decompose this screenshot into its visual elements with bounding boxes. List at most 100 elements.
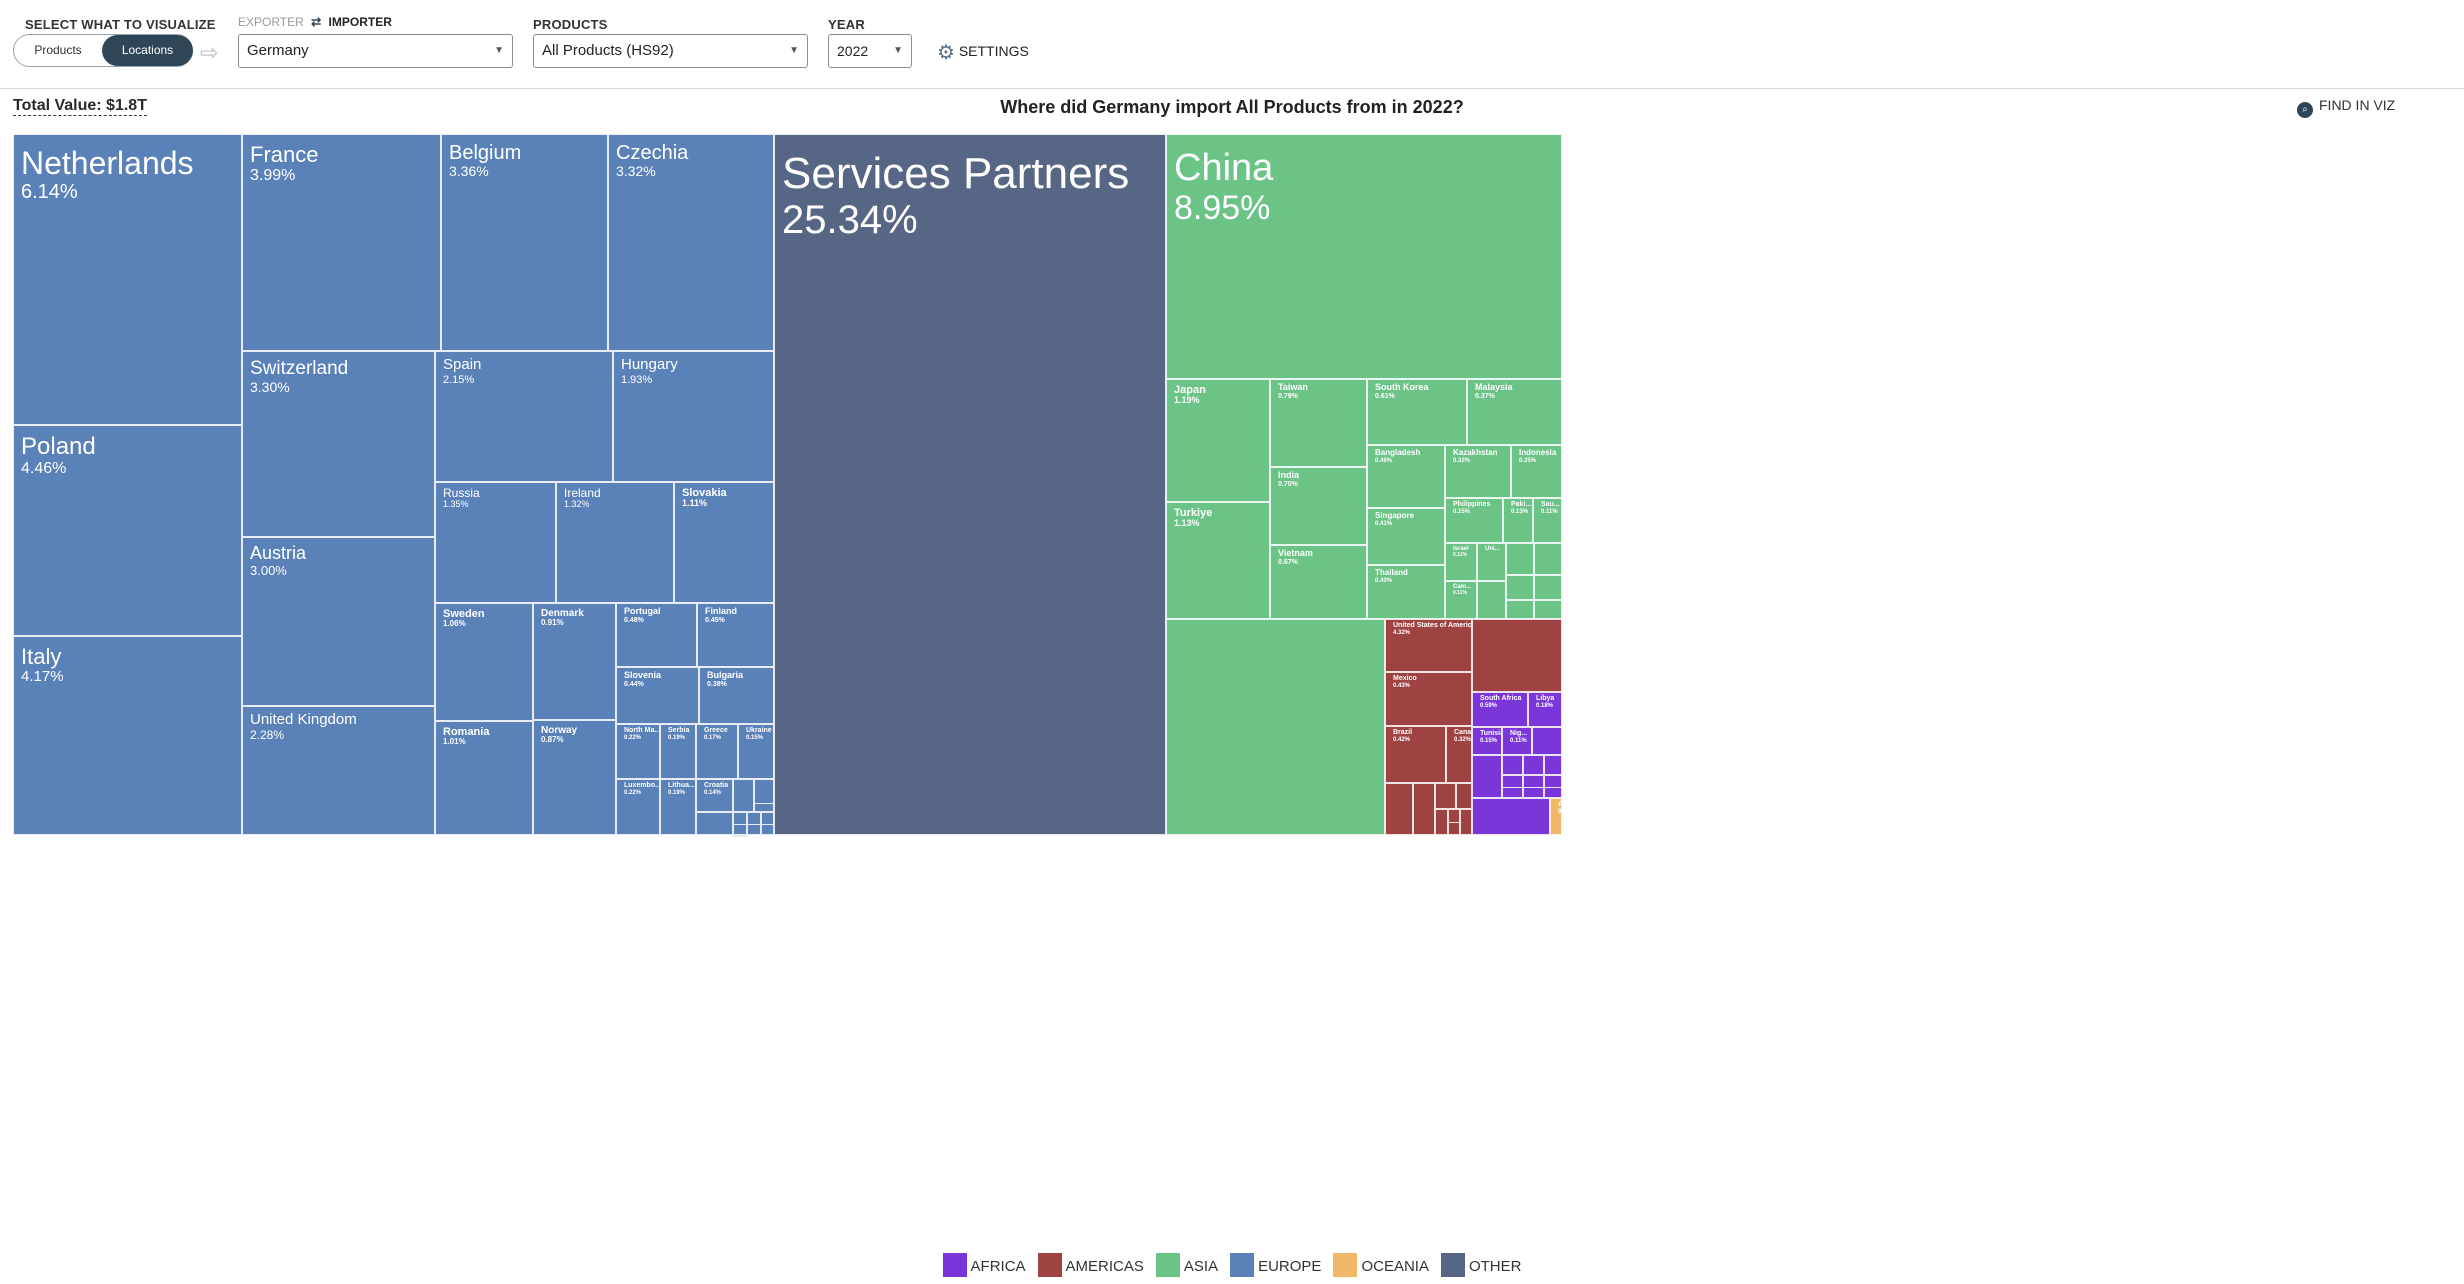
- tile-minor[interactable]: [1532, 727, 1562, 755]
- legend-item-europe[interactable]: EUROPE: [1230, 1253, 1321, 1277]
- tile-singapore[interactable]: Singapore 0.41%: [1367, 508, 1445, 565]
- tile-brazil[interactable]: Brazil 0.42%: [1385, 726, 1446, 783]
- tile-minor[interactable]: [733, 824, 747, 835]
- tile-minor[interactable]: [1544, 787, 1562, 798]
- tile-belgium[interactable]: Belgium 3.36%: [441, 134, 608, 351]
- tile-switzerland[interactable]: Switzerland 3.30%: [242, 351, 435, 537]
- tile-norway[interactable]: Norway 0.87%: [533, 720, 616, 835]
- tile-hungary[interactable]: Hungary 1.93%: [613, 351, 774, 482]
- tile-united-kingdom[interactable]: United Kingdom 2.28%: [242, 706, 435, 835]
- tile-nig[interactable]: Nig... 0.11%: [1502, 727, 1532, 755]
- country-select[interactable]: Germany ▼: [238, 34, 513, 68]
- tile-ukraine[interactable]: Ukraine 0.15%: [738, 724, 774, 779]
- products-select[interactable]: All Products (HS92) ▼: [533, 34, 808, 68]
- tile-paki[interactable]: Paki... 0.13%: [1503, 498, 1533, 543]
- tile-slovenia[interactable]: Slovenia 0.44%: [616, 667, 699, 724]
- tile-netherlands[interactable]: Netherlands 6.14%: [13, 134, 242, 425]
- tile-greece[interactable]: Greece 0.17%: [696, 724, 738, 779]
- tile-malaysia[interactable]: Malaysia 0.37%: [1467, 379, 1562, 445]
- tile-ireland[interactable]: Ireland 1.32%: [556, 482, 674, 603]
- legend-item-asia[interactable]: ASIA: [1155, 1253, 1218, 1277]
- tile-minor[interactable]: [1506, 543, 1534, 575]
- tile-minor[interactable]: [1472, 619, 1562, 692]
- tile-tunisia[interactable]: Tunisia 0.15%: [1472, 727, 1502, 755]
- tile-minor[interactable]: [761, 824, 774, 835]
- tile-israel[interactable]: Israel 0.12%: [1445, 543, 1477, 581]
- tile-minor[interactable]: [754, 803, 774, 812]
- tile-minor[interactable]: [1502, 787, 1523, 798]
- tile-vietnam[interactable]: Vietnam 0.67%: [1270, 545, 1367, 619]
- tile-denmark[interactable]: Denmark 0.91%: [533, 603, 616, 720]
- tile-minor[interactable]: [1460, 809, 1472, 835]
- tile-minor[interactable]: [1534, 600, 1562, 619]
- tile-sau[interactable]: Sau... 0.11%: [1533, 498, 1562, 543]
- tile-minor[interactable]: [1435, 783, 1456, 809]
- tile-minor[interactable]: [1534, 543, 1562, 575]
- tile-minor[interactable]: [1472, 798, 1550, 835]
- tile-russia[interactable]: Russia 1.35%: [435, 482, 556, 603]
- tile-minor[interactable]: [1523, 787, 1544, 798]
- tile-uni[interactable]: Uni...: [1477, 543, 1506, 581]
- tile-italy[interactable]: Italy 4.17%: [13, 636, 242, 835]
- tile-mexico[interactable]: Mexico 0.43%: [1385, 672, 1472, 726]
- tile-taiwan[interactable]: Taiwan 0.79%: [1270, 379, 1367, 467]
- tile-minor[interactable]: [1544, 755, 1562, 775]
- tile-minor[interactable]: [1523, 755, 1544, 775]
- tile-bulgaria[interactable]: Bulgaria 0.38%: [699, 667, 774, 724]
- legend-item-americas[interactable]: AMERICAS: [1037, 1253, 1144, 1277]
- tile-south-africa[interactable]: South Africa 0.59%: [1472, 692, 1528, 727]
- tile-lithua[interactable]: Lithua... 0.19%: [660, 779, 696, 835]
- tile-north-ma[interactable]: North Ma... 0.22%: [616, 724, 660, 779]
- tile-thailand[interactable]: Thailand 0.40%: [1367, 565, 1445, 619]
- tile-minor[interactable]: [1477, 581, 1506, 619]
- tile-serbia[interactable]: Serbia 0.19%: [660, 724, 696, 779]
- legend-item-africa[interactable]: AFRICA: [942, 1253, 1026, 1277]
- tile-libya[interactable]: Libya 0.18%: [1528, 692, 1562, 727]
- find-in-viz-button[interactable]: ⌕ FIND IN VIZ: [2297, 97, 2395, 118]
- tile-minor[interactable]: [1534, 575, 1562, 600]
- settings-button[interactable]: ⚙ SETTINGS: [937, 40, 1029, 65]
- tile-minor[interactable]: [696, 812, 733, 835]
- tile-minor[interactable]: [1506, 600, 1534, 619]
- tile-turkiye[interactable]: Turkiye 1.13%: [1166, 502, 1270, 619]
- tile-canada[interactable]: Canada0.32%: [1446, 726, 1472, 783]
- tile-united-states-of-america[interactable]: United States of America 4.32%: [1385, 619, 1472, 672]
- toggle-locations-button[interactable]: Locations: [102, 35, 193, 66]
- tile-luxembo[interactable]: Luxembo... 0.22%: [616, 779, 660, 835]
- tile-czechia[interactable]: Czechia 3.32%: [608, 134, 774, 351]
- tile-austria[interactable]: Austria 3.00%: [242, 537, 435, 706]
- tile-philippines[interactable]: Philippines 0.15%: [1445, 498, 1503, 543]
- tile-minor[interactable]: [747, 824, 761, 835]
- tile-minor[interactable]: [1506, 575, 1534, 600]
- tile-minor[interactable]: [733, 835, 747, 837]
- tile-minor[interactable]: [1502, 755, 1523, 775]
- tile-minor[interactable]: [1385, 783, 1413, 835]
- tile-sweden[interactable]: Sweden 1.06%: [435, 603, 533, 721]
- tile-slovakia[interactable]: Slovakia 1.11%: [674, 482, 774, 603]
- tile-spain[interactable]: Spain 2.15%: [435, 351, 613, 482]
- legend-item-other[interactable]: OTHER: [1440, 1253, 1521, 1277]
- tile-portugal[interactable]: Portugal 0.48%: [616, 603, 697, 667]
- tile-india[interactable]: India 0.70%: [1270, 467, 1367, 545]
- tile-poland[interactable]: Poland 4.46%: [13, 425, 242, 636]
- tile-services-partners[interactable]: Services Partners 25.34%: [774, 134, 1166, 835]
- tile-bangladesh[interactable]: Bangladesh 0.46%: [1367, 445, 1445, 508]
- tile-minor[interactable]: [1472, 755, 1502, 798]
- tile-japan[interactable]: Japan 1.19%: [1166, 379, 1270, 502]
- toggle-products-button[interactable]: Products: [34, 43, 82, 57]
- tile-indonesia[interactable]: Indonesia 0.25%: [1511, 445, 1562, 498]
- tile-minor[interactable]: [1448, 822, 1460, 835]
- swap-icon[interactable]: ⇄: [311, 15, 322, 29]
- year-select[interactable]: 2022 ▼: [828, 34, 912, 68]
- tile-croatia[interactable]: Croatia 0.14%: [696, 779, 733, 812]
- tile-finland[interactable]: Finland 0.45%: [697, 603, 774, 667]
- tile-minor[interactable]: [1166, 619, 1385, 835]
- tile-france[interactable]: France 3.99%: [242, 134, 441, 351]
- tile-minor[interactable]: [733, 779, 754, 812]
- exporter-toggle[interactable]: EXPORTER ⇄ IMPORTER: [238, 15, 392, 29]
- tile-romania[interactable]: Romania 1.01%: [435, 721, 533, 835]
- tile-china[interactable]: China 8.95%: [1166, 134, 1562, 379]
- tile-minor[interactable]: [1456, 783, 1472, 809]
- legend-item-oceania[interactable]: OCEANIA: [1333, 1253, 1429, 1277]
- tile-south-korea[interactable]: South Korea 0.61%: [1367, 379, 1467, 445]
